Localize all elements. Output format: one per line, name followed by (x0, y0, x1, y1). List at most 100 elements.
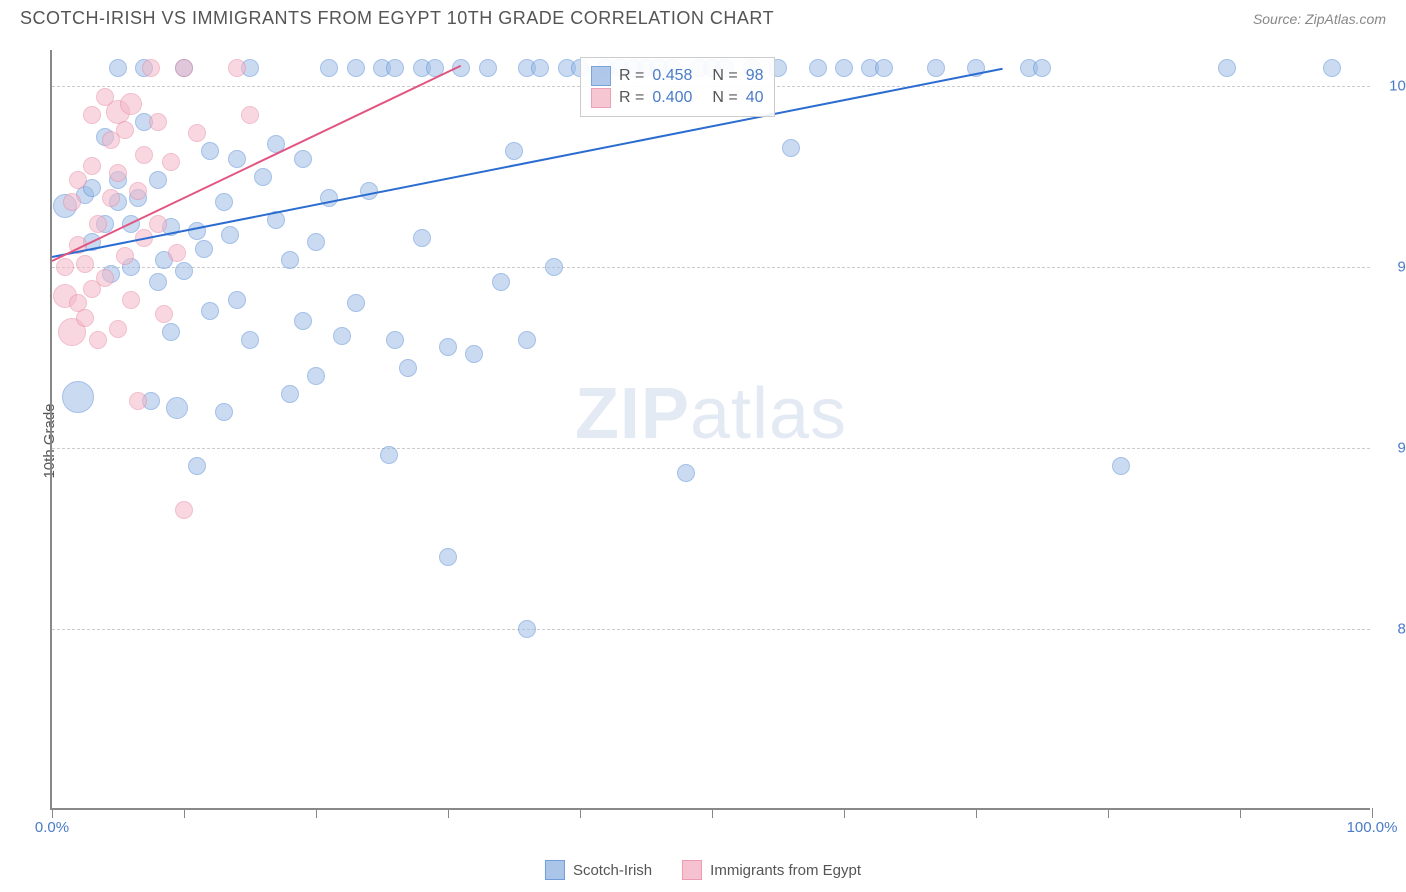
stats-label-n: N = (712, 89, 737, 107)
x-tick (712, 808, 713, 818)
data-point (116, 247, 134, 265)
stats-label-r: R = (619, 89, 644, 107)
data-point (149, 171, 167, 189)
data-point (69, 171, 87, 189)
data-point (465, 345, 483, 363)
legend-swatch (682, 860, 702, 880)
legend-swatch (591, 88, 611, 108)
data-point (102, 189, 120, 207)
stats-value-r: 0.458 (652, 67, 692, 85)
grid-line (52, 448, 1370, 449)
data-point (380, 446, 398, 464)
data-point (1323, 59, 1341, 77)
data-point (320, 59, 338, 77)
data-point (228, 291, 246, 309)
data-point (188, 457, 206, 475)
x-tick (1108, 808, 1109, 818)
data-point (149, 215, 167, 233)
data-point (294, 312, 312, 330)
data-point (162, 153, 180, 171)
legend-swatch (591, 66, 611, 86)
data-point (215, 403, 233, 421)
stats-box: R =0.458N =98R =0.400N =40 (580, 57, 775, 117)
data-point (677, 464, 695, 482)
stats-row: R =0.400N =40 (591, 88, 764, 108)
data-point (120, 93, 142, 115)
data-point (83, 157, 101, 175)
data-point (333, 327, 351, 345)
data-point (518, 331, 536, 349)
plot-area: ZIPatlas 85.0%90.0%95.0%100.0%0.0%100.0%… (50, 50, 1370, 810)
data-point (518, 620, 536, 638)
data-point (175, 59, 193, 77)
data-point (439, 338, 457, 356)
data-point (492, 273, 510, 291)
data-point (320, 189, 338, 207)
data-point (782, 139, 800, 157)
data-point (241, 331, 259, 349)
x-tick (1240, 808, 1241, 818)
data-point (109, 59, 127, 77)
grid-line (52, 629, 1370, 630)
data-point (347, 59, 365, 77)
data-point (201, 142, 219, 160)
data-point (96, 269, 114, 287)
data-point (122, 291, 140, 309)
data-point (162, 323, 180, 341)
bottom-legend: Scotch-Irish Immigrants from Egypt (545, 860, 861, 880)
data-point (531, 59, 549, 77)
data-point (56, 258, 74, 276)
data-point (188, 222, 206, 240)
x-tick (316, 808, 317, 818)
data-point (241, 106, 259, 124)
legend-label: Scotch-Irish (573, 862, 652, 879)
x-tick (184, 808, 185, 818)
data-point (1033, 59, 1051, 77)
data-point (149, 113, 167, 131)
stats-label-n: N = (712, 67, 737, 85)
data-point (83, 106, 101, 124)
legend-swatch (545, 860, 565, 880)
data-point (1218, 59, 1236, 77)
data-point (835, 59, 853, 77)
data-point (76, 255, 94, 273)
stats-value-n: 98 (746, 67, 764, 85)
data-point (168, 244, 186, 262)
x-tick (844, 808, 845, 818)
data-point (386, 59, 404, 77)
x-tick (580, 808, 581, 818)
x-tick (1372, 808, 1373, 818)
data-point (307, 233, 325, 251)
grid-line (52, 267, 1370, 268)
stats-value-n: 40 (746, 89, 764, 107)
data-point (281, 385, 299, 403)
data-point (175, 501, 193, 519)
data-point (135, 146, 153, 164)
source-attribution: Source: ZipAtlas.com (1253, 11, 1386, 27)
y-tick-label: 85.0% (1380, 621, 1406, 638)
data-point (399, 359, 417, 377)
data-point (347, 294, 365, 312)
data-point (386, 331, 404, 349)
data-point (505, 142, 523, 160)
data-point (281, 251, 299, 269)
data-point (809, 59, 827, 77)
legend-label: Immigrants from Egypt (710, 862, 861, 879)
stats-label-r: R = (619, 67, 644, 85)
data-point (116, 121, 134, 139)
data-point (221, 226, 239, 244)
chart-container: 10th Grade ZIPatlas 85.0%90.0%95.0%100.0… (50, 50, 1386, 832)
x-tick-label-left: 0.0% (35, 819, 69, 836)
watermark: ZIPatlas (575, 373, 847, 455)
data-point (129, 182, 147, 200)
data-point (201, 302, 219, 320)
data-point (142, 59, 160, 77)
data-point (62, 381, 94, 413)
data-point (307, 367, 325, 385)
data-point (927, 59, 945, 77)
y-tick-label: 95.0% (1380, 259, 1406, 276)
data-point (149, 273, 167, 291)
data-point (195, 240, 213, 258)
data-point (413, 229, 431, 247)
data-point (545, 258, 563, 276)
